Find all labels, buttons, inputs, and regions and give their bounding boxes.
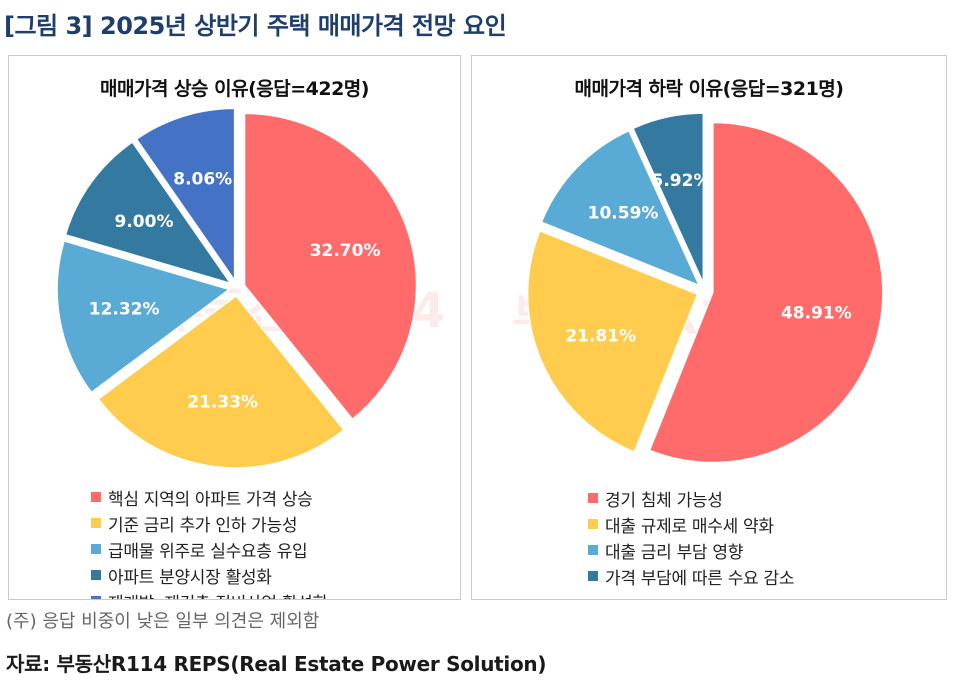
legend-label: 경기 침체 가능성 (605, 490, 723, 511)
legend-item: 재개발, 재건축 정비사업 활성화 (91, 588, 328, 600)
legend-item: 대출 규제로 매수세 약화 (588, 511, 794, 537)
data-label: 48.91% (781, 303, 852, 323)
pie-slice (97, 294, 345, 469)
legend-swatch (91, 570, 101, 580)
legend-swatch (588, 571, 598, 581)
data-label: 5.92% (652, 171, 711, 191)
legend-item: 핵심 지역의 아파트 가격 상승 (91, 484, 328, 510)
legend-item: 경기 침체 가능성 (588, 485, 794, 511)
chart-panel-rise: 부동산 R114 매매가격 상승 이유(응답=422명) 32.70%21.33… (8, 55, 461, 600)
pie-chart-rise: 32.70% 21.33% 12.32% 9.00% 8.06% (56, 107, 418, 469)
legend-item: 가격 부담에 따른 수요 감소 (588, 563, 794, 589)
legend-label: 기준 금리 추가 인하 가능성 (108, 515, 298, 536)
data-label: 8.06% (173, 170, 232, 190)
data-label: 12.32% (89, 299, 160, 319)
legend-swatch (91, 544, 101, 554)
legend-label: 재개발, 재건축 정비사업 활성화 (108, 589, 328, 600)
legend-item: 급매물 위주로 실수요층 유입 (91, 536, 328, 562)
legend-swatch (91, 596, 101, 599)
chart-title-fall: 매매가격 하락 이유(응답=321명) (574, 78, 844, 100)
data-label: 32.70% (310, 241, 381, 261)
pie-slice (135, 107, 236, 283)
legend-swatch (588, 493, 598, 503)
data-label: 9.00% (115, 212, 174, 232)
chart-title-rise: 매매가격 상승 이유(응답=422명) (100, 78, 369, 100)
pie-slice (631, 112, 705, 284)
source-credit: 자료: 부동산R114 REPS(Real Estate Power Solut… (6, 652, 547, 676)
legend-swatch (91, 492, 101, 502)
footnote: (주) 응답 비중이 낮은 일부 의견은 제외함 (6, 611, 320, 632)
legend-swatch (91, 518, 101, 528)
legend-label: 대출 규제로 매수세 약화 (605, 516, 774, 537)
legend-item: 아파트 분양시장 활성화 (91, 562, 328, 588)
pie-slice (56, 240, 231, 394)
pie-slice (648, 121, 884, 464)
data-label: 10.59% (588, 204, 659, 224)
legend-label: 아파트 분양시장 활성화 (108, 567, 272, 588)
pie-slice (526, 229, 699, 453)
data-label: 21.81% (565, 327, 636, 347)
legend-label: 가격 부담에 따른 수요 감소 (605, 568, 795, 589)
data-label: 21.33% (187, 393, 258, 413)
legend-swatch (588, 519, 598, 529)
legend-label: 급매물 위주로 실수요층 유입 (108, 541, 308, 562)
pie-slice (64, 141, 233, 285)
pie-slice (540, 129, 701, 287)
figure-title: [그림 3] 2025년 상반기 주택 매매가격 전망 요인 (4, 12, 507, 40)
legend-swatch (588, 545, 598, 555)
pie-slice (243, 112, 418, 421)
legend-item: 대출 금리 부담 영향 (588, 537, 794, 563)
pie-chart-fall: 48.91% 21.81% 10.59% 5.92% (526, 112, 884, 464)
chart-panel-fall: 부동산 R114 매매가격 하락 이유(응답=321명) 48.91%21.81… (471, 55, 947, 600)
legend-label: 대출 금리 부담 영향 (605, 542, 744, 563)
legend-item: 기준 금리 추가 인하 가능성 (91, 510, 328, 536)
legend-label: 핵심 지역의 아파트 가격 상승 (108, 489, 313, 510)
